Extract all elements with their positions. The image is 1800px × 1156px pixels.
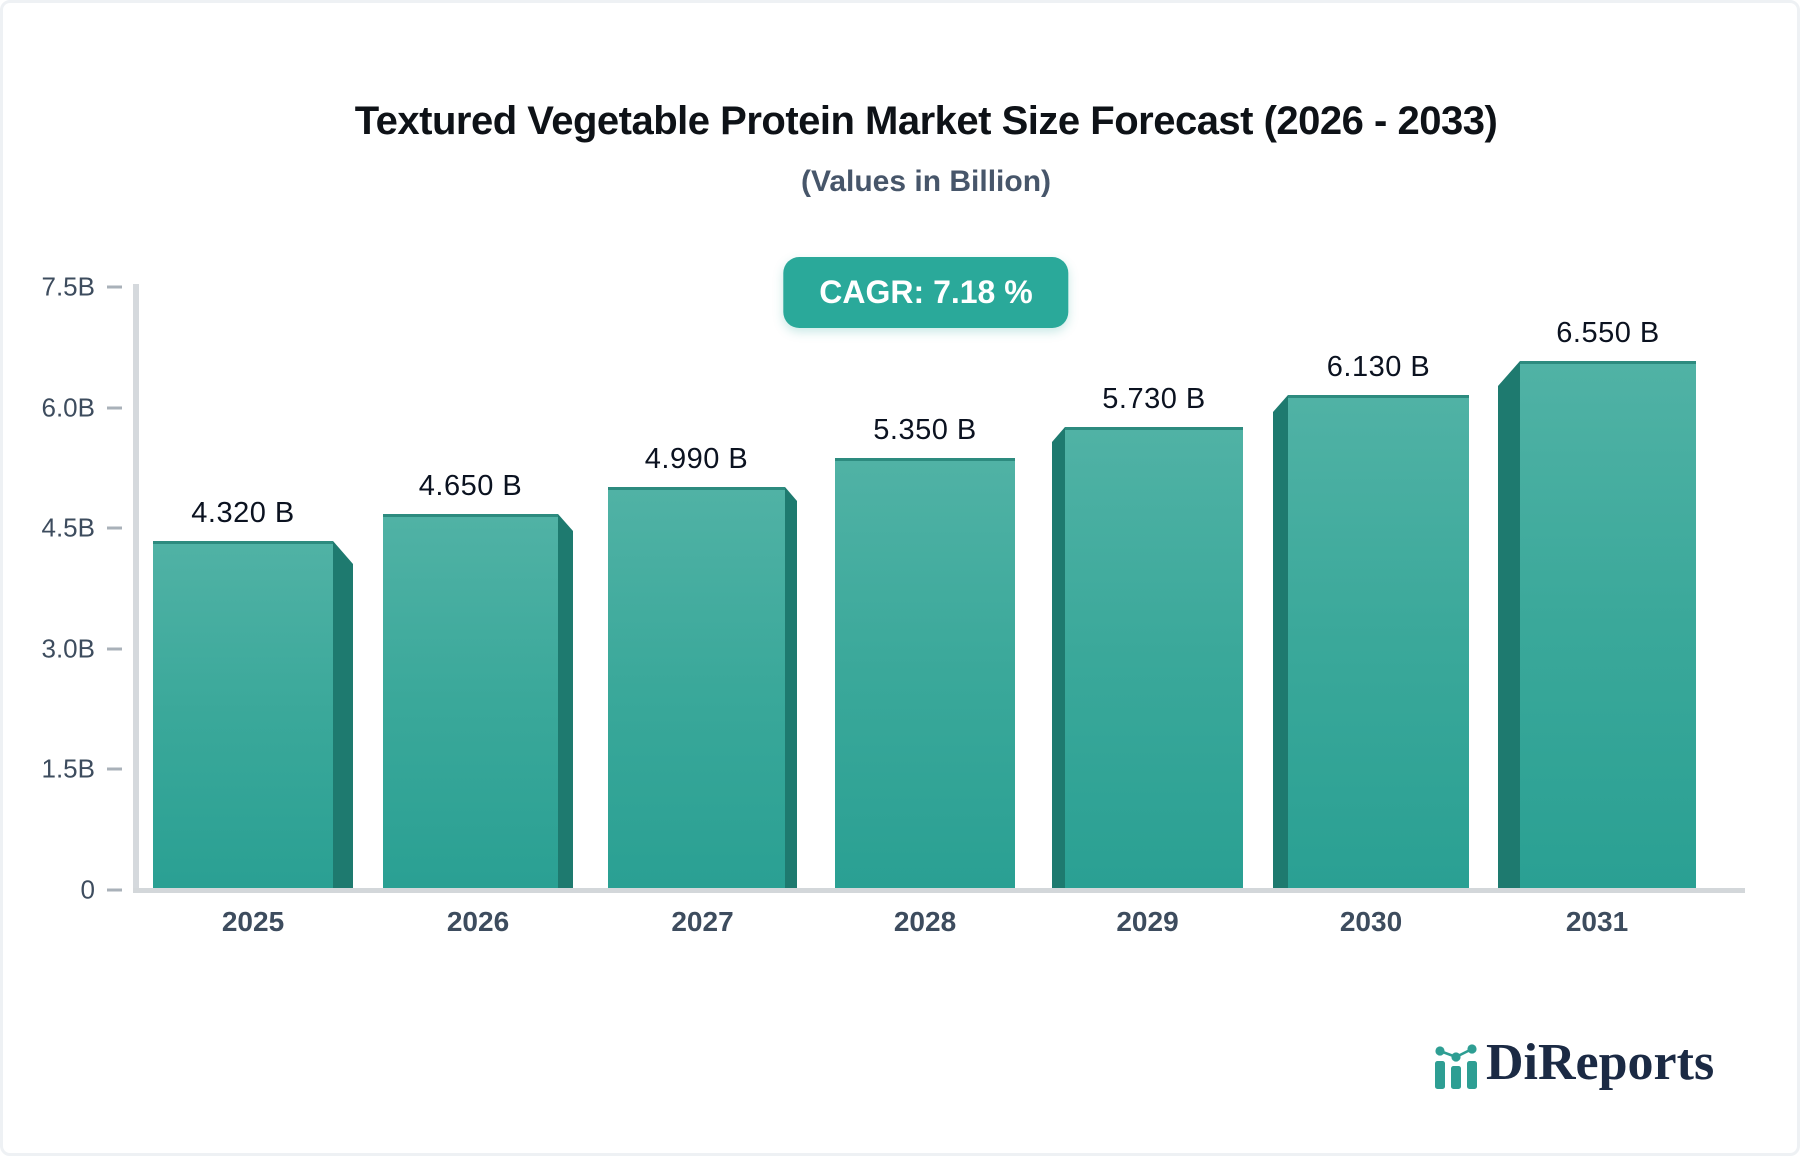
bar-2027 (608, 487, 797, 888)
direports-logo: DiReports (1433, 1037, 1714, 1089)
bar-face-2025 (153, 541, 333, 888)
xtick-label-2031: 2031 (1565, 906, 1629, 937)
xtick-label-2029: 2029 (1116, 906, 1179, 937)
bar-face-2031 (1520, 361, 1696, 888)
bar-side-2030 (1273, 395, 1288, 888)
bar-side-2029 (1052, 427, 1065, 888)
ytick-label-5: 0 (80, 874, 95, 905)
bar-face-2027 (608, 487, 785, 888)
bar-2029 (1052, 427, 1243, 888)
bar-2025 (153, 541, 353, 888)
bar-side-2031 (1498, 361, 1520, 888)
bar-side-2027 (785, 487, 797, 888)
ytick-label-4: 1.5B (41, 753, 96, 784)
ytick-label-2: 4.5B (41, 512, 96, 543)
xtick-label-2028: 2028 (893, 906, 957, 937)
direports-logo-icon (1435, 1044, 1477, 1089)
ytick-dash-1 (107, 406, 122, 410)
bar-face-2029 (1065, 427, 1243, 888)
xtick-label-2027: 2027 (671, 906, 734, 937)
x-axis-line (133, 888, 1745, 893)
bar-value-label-2031: 6.550 B (1556, 317, 1660, 349)
xtick-label-2025: 2025 (221, 906, 285, 937)
direports-logo-text: DiReports (1486, 1034, 1715, 1091)
bar-value-label-2028: 5.350 B (873, 414, 977, 446)
ytick-label-1: 6.0B (41, 392, 96, 423)
bar-face-2030 (1288, 395, 1469, 888)
ytick-dash-0 (107, 285, 122, 289)
xtick-label-2030: 2030 (1339, 906, 1403, 937)
bar-face-2028 (835, 458, 1015, 888)
ytick-label-0: 7.5B (41, 271, 96, 302)
bar-value-label-2025: 4.320 B (191, 497, 295, 529)
ytick-dash-3 (107, 647, 122, 651)
chart-title: Textured Vegetable Protein Market Size F… (354, 99, 1498, 143)
bar-side-2026 (558, 514, 573, 888)
bar-value-label-2026: 4.650 B (418, 470, 523, 502)
bar-2031 (1498, 361, 1696, 888)
bar-side-2025 (333, 541, 353, 888)
bar-face-2026 (383, 514, 558, 888)
xtick-label-2026: 2026 (446, 906, 510, 937)
bar-value-label-2027: 4.990 B (644, 443, 749, 475)
bar-2030 (1273, 395, 1469, 888)
bar-value-label-2029: 5.730 B (1102, 383, 1206, 415)
bar-2026 (383, 514, 573, 888)
chart-subtitle: (Values in Billion) (800, 165, 1052, 198)
bar-2028 (835, 458, 1015, 888)
cagr-badge: CAGR: 7.18 % (783, 257, 1069, 328)
bar-value-label-2030: 6.130 B (1326, 351, 1431, 383)
ytick-dash-4 (107, 767, 122, 771)
ytick-dash-2 (107, 526, 122, 530)
y-axis-line (133, 284, 139, 893)
ytick-label-3: 3.0B (41, 633, 96, 664)
ytick-dash-5 (107, 888, 122, 892)
